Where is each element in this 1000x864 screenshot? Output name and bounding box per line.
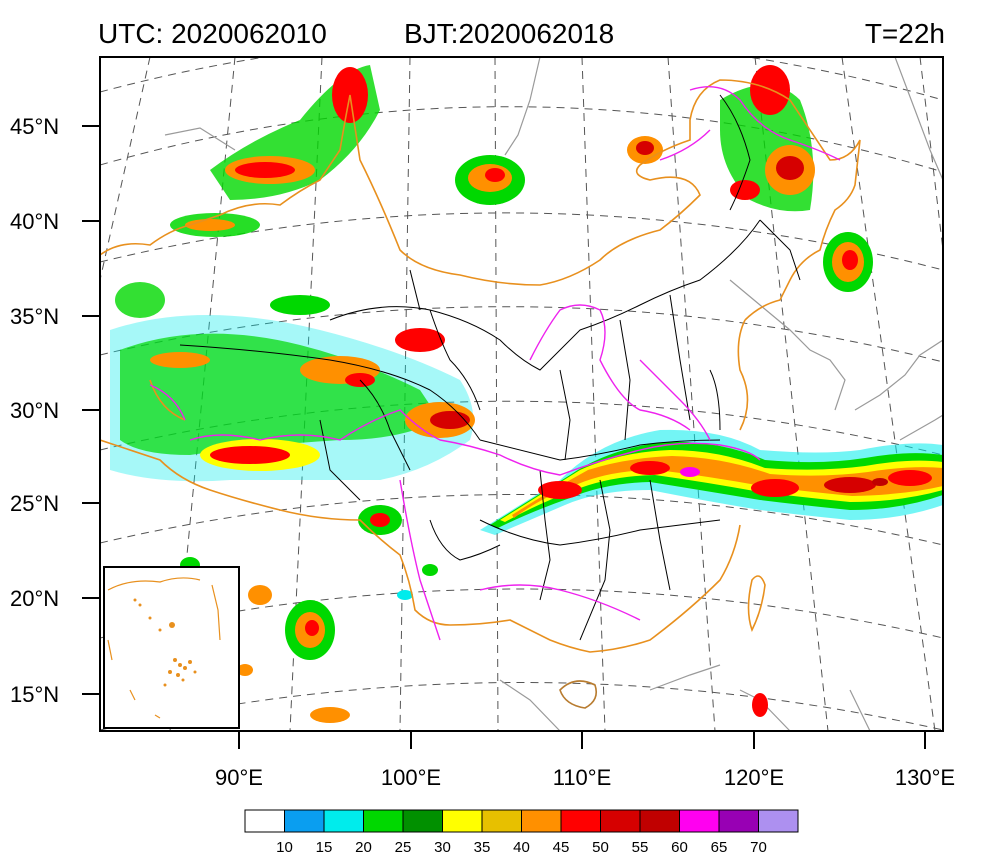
lon-label-110: 110°E [553,765,612,790]
colorbar-swatch [718,809,759,833]
lat-label-40: 40°N [10,209,59,234]
coastlines [164,57,943,731]
colorbar-tick-label: 50 [592,839,609,856]
colorbar-swatch [402,809,443,833]
radar-echoes [110,65,943,723]
colorbar-tick-label: 45 [553,839,570,856]
colorbar-tick-label: 25 [395,839,412,856]
colorbar-swatch [639,809,680,833]
colorbar-tick-label: 70 [750,839,767,856]
hainan-outline [559,680,598,709]
country-border [100,79,861,653]
colorbar-swatch [323,809,364,833]
lat-label-30: 30°N [10,398,59,423]
lat-label-25: 25°N [10,491,59,516]
colorbar-tick-label: 55 [632,839,649,856]
colorbar-swatch [560,809,601,833]
colorbar-swatch [679,809,720,833]
colorbar-labels: 10 15 20 25 30 35 40 45 50 55 60 65 70 [276,839,767,856]
colorbar-swatch [600,809,641,833]
lon-label-130: 130°E [895,765,955,790]
lat-label-45: 45°N [10,114,59,139]
colorbar-swatch [284,809,325,833]
colorbar-tick-label: 65 [711,839,728,856]
colorbar-tick-label: 20 [355,839,372,856]
colorbar-tick-label: 30 [434,839,451,856]
colorbar-swatch [758,809,799,833]
bjt-time-label: BJT:2020062018 [404,18,615,49]
colorbar-tick-label: 15 [316,839,333,856]
lon-label-90: 90°E [215,765,263,790]
south-china-sea-inset [103,566,240,729]
taiwan-outline [747,575,766,633]
colorbar-swatch [481,809,522,833]
lon-label-100: 100°E [381,765,441,790]
colorbar-tick-label: 60 [671,839,688,856]
colorbar [244,809,799,833]
colorbar-tick-label: 35 [474,839,491,856]
lat-label-15: 15°N [10,682,59,707]
utc-time-label: UTC: 2020062010 [98,18,327,49]
colorbar-swatch [363,809,404,833]
latitude-axis [82,125,100,695]
forecast-lead-label: T=22h [864,18,945,49]
longitude-axis [238,731,926,749]
lat-label-35: 35°N [10,304,59,329]
lat-label-20: 20°N [10,586,59,611]
colorbar-swatch [521,809,562,833]
colorbar-tick-label: 40 [513,839,530,856]
colorbar-tick-label: 10 [276,839,293,856]
map-frame [99,56,944,732]
colorbar-swatch [442,809,483,833]
rivers [149,86,841,641]
lon-label-120: 120°E [724,765,784,790]
colorbar-swatch [244,809,285,833]
